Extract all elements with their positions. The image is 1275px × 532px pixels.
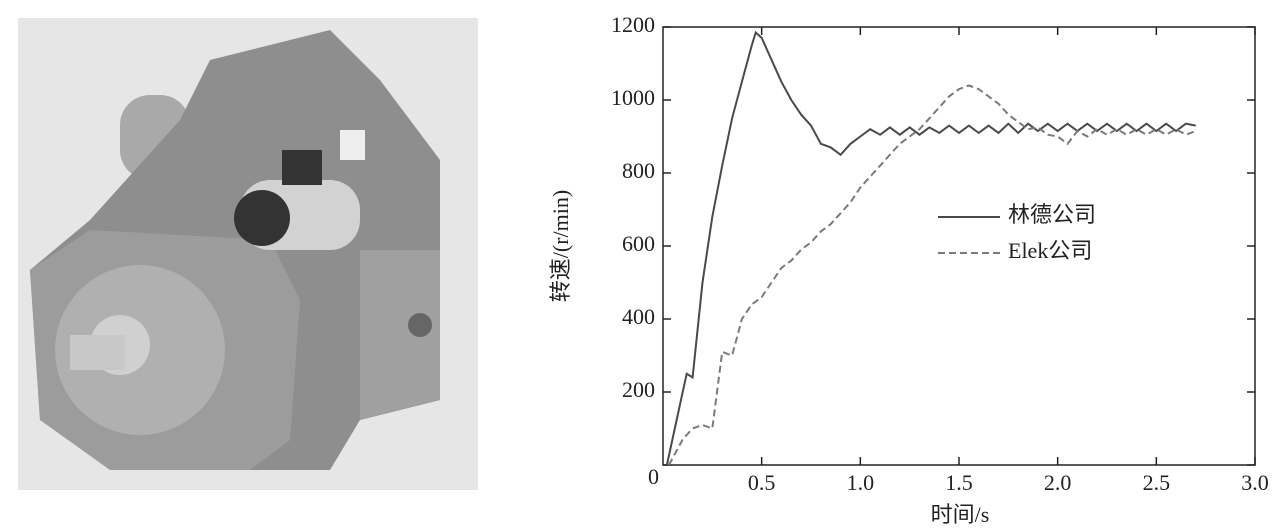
x-tick-label: 2.0	[1044, 470, 1072, 495]
x-tick-label: 0.5	[748, 470, 776, 495]
x-tick-label: 2.5	[1143, 470, 1171, 495]
pump-photo	[18, 18, 478, 490]
y-tick-label: 200	[622, 377, 655, 402]
y-tick-label: 600	[622, 231, 655, 256]
data-line	[668, 84, 1197, 466]
y-axis-label: 转速/(r/min)	[548, 190, 573, 302]
x-tick-label: 3.0	[1241, 470, 1269, 495]
x-tick-label: 1.0	[847, 470, 875, 495]
legend-label: Elek公司	[1008, 238, 1092, 263]
plot-frame	[662, 26, 1256, 466]
x-tick-label: 1.5	[945, 470, 973, 495]
y-tick-label: 1000	[611, 85, 655, 110]
legend-label: 林德公司	[1008, 202, 1096, 227]
y-tick-label: 0	[648, 464, 659, 489]
y-tick-label: 800	[622, 158, 655, 183]
x-axis-label: 时间/s	[931, 502, 990, 527]
y-tick-label: 1200	[611, 12, 655, 37]
data-line	[665, 30, 1196, 466]
y-tick-label: 400	[622, 304, 655, 329]
